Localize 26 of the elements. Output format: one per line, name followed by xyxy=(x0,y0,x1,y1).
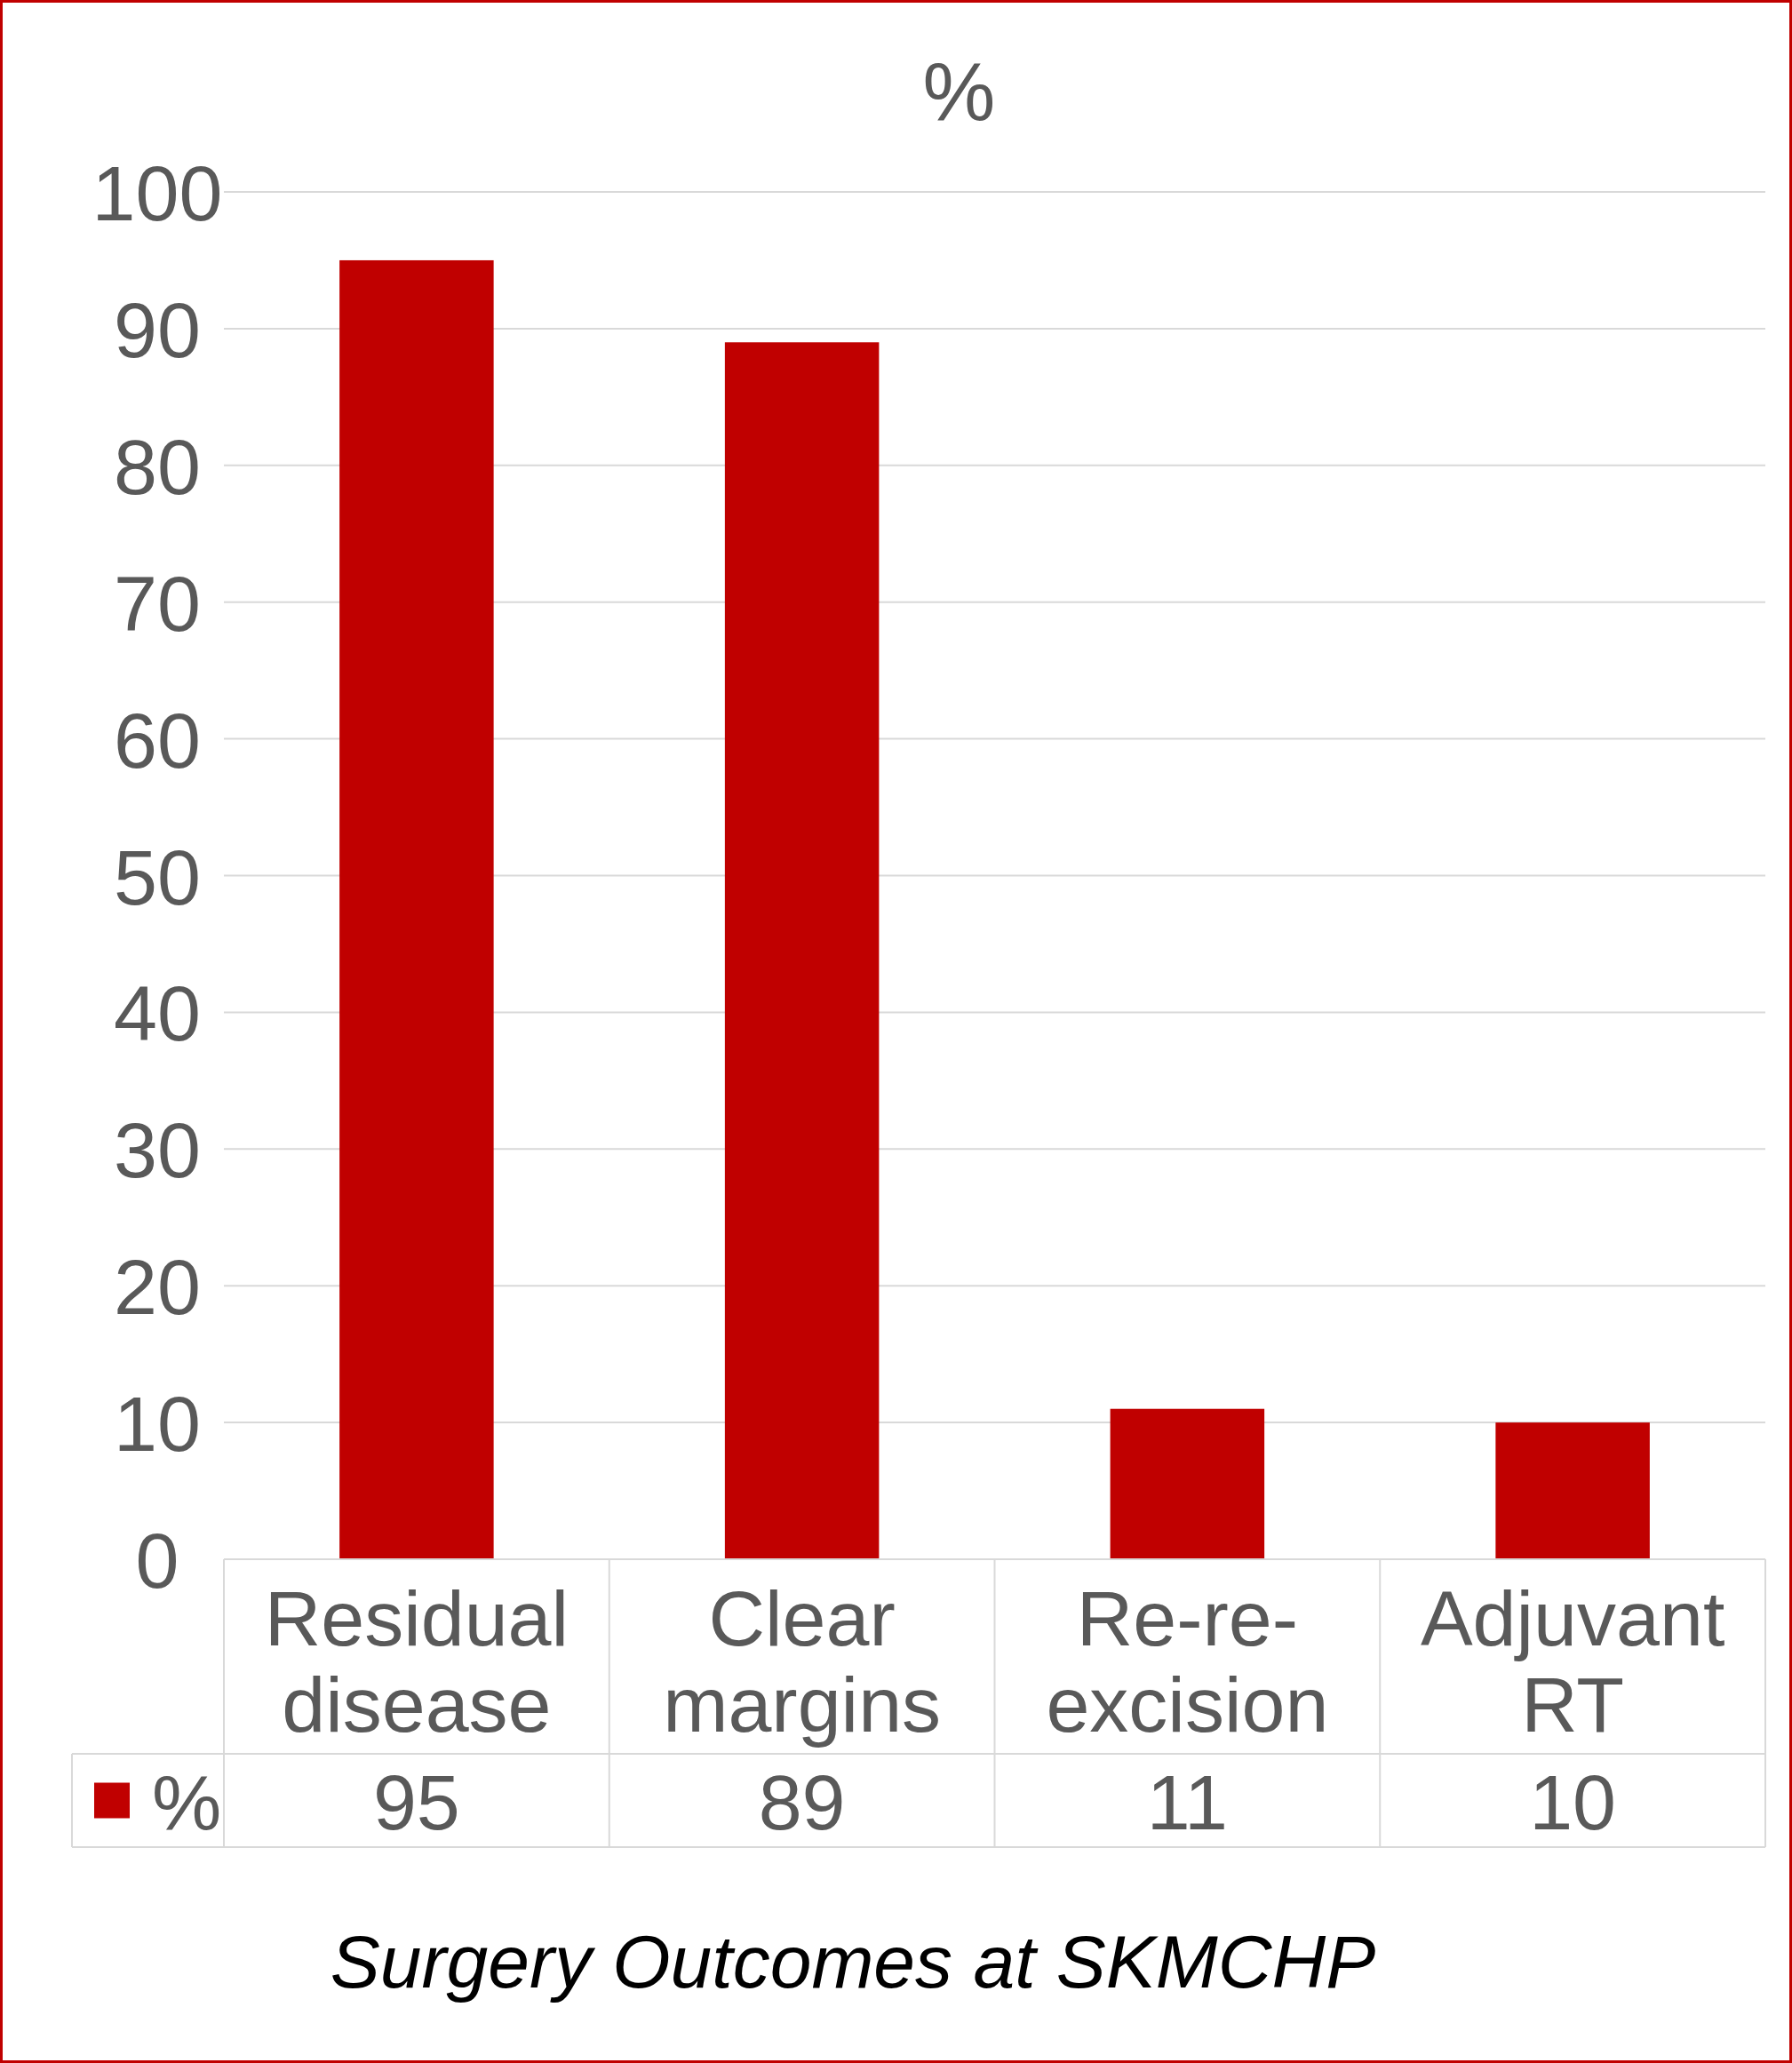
y-tick-label: 10 xyxy=(114,1380,201,1469)
y-tick-label: 40 xyxy=(114,969,201,1058)
x-tick-label: Clear margins xyxy=(663,1574,942,1748)
data-label: 89 xyxy=(758,1757,846,1846)
bar xyxy=(339,259,494,1559)
x-tick-label: Adjuvant RT xyxy=(1420,1574,1725,1748)
y-tick-label: 80 xyxy=(114,422,201,511)
y-tick-label: 30 xyxy=(114,1106,201,1195)
y-tick-label: 50 xyxy=(114,832,201,921)
bar xyxy=(1110,1408,1265,1559)
bar xyxy=(1495,1422,1650,1559)
y-tick-label: 20 xyxy=(114,1243,201,1332)
y-tick-label: 60 xyxy=(114,696,201,785)
legend-label: % xyxy=(152,1757,222,1846)
y-tick-label: 100 xyxy=(92,149,223,237)
bar xyxy=(724,342,880,1559)
x-tick-label: Residual disease xyxy=(264,1574,569,1748)
y-tick-label: 90 xyxy=(114,285,201,374)
chart-title: % xyxy=(922,46,996,137)
data-label: 95 xyxy=(372,1757,460,1846)
y-tick-label: 0 xyxy=(135,1517,179,1605)
data-label: 10 xyxy=(1529,1757,1617,1846)
text: Surgery Outcomes at SKMCHP xyxy=(330,1920,1376,2003)
data-label: 11 xyxy=(1146,1757,1229,1846)
x-tick-label: Re-re-excision xyxy=(1046,1574,1329,1748)
y-tick-label: 70 xyxy=(114,559,201,648)
